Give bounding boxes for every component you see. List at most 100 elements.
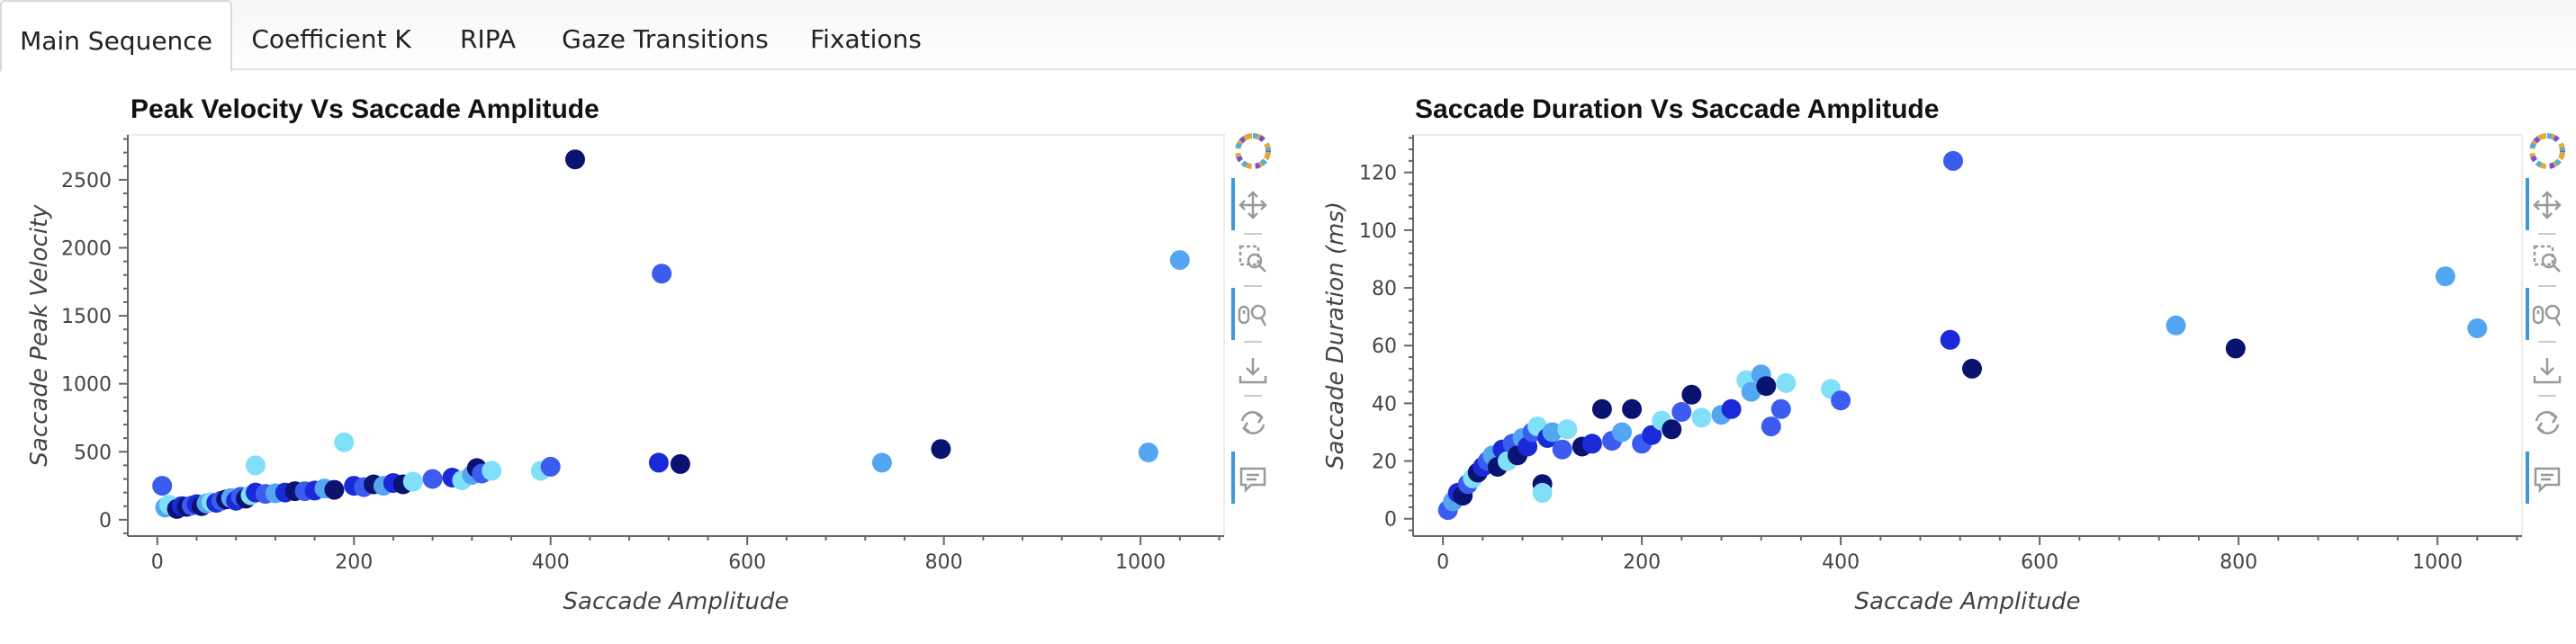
- scatter-point[interactable]: [1681, 384, 1702, 405]
- scatter-point[interactable]: [2435, 266, 2455, 287]
- scatter-point[interactable]: [1721, 398, 1742, 419]
- scatter-point[interactable]: [1943, 150, 1963, 171]
- hover-icon[interactable]: [2534, 467, 2561, 494]
- wheel-zoom-icon[interactable]: [2532, 304, 2562, 326]
- scatter-point[interactable]: [1532, 482, 1553, 503]
- scatter-point[interactable]: [652, 264, 672, 284]
- scatter-point[interactable]: [1741, 381, 1761, 402]
- scatter-point[interactable]: [670, 453, 690, 474]
- scatter-point[interactable]: [2467, 318, 2488, 338]
- bokeh-logo-icon[interactable]: [1235, 133, 1271, 169]
- x-tick-label: 1000: [1115, 551, 1166, 574]
- tab-gaze-transitions[interactable]: Gaze Transitions: [562, 24, 769, 54]
- toolbar-active-indicator: [2526, 288, 2529, 340]
- scatter-point[interactable]: [1557, 419, 1578, 440]
- chart-title: Saccade Duration Vs Saccade Amplitude: [1415, 94, 1939, 124]
- y-tick-label: 60: [1372, 335, 1397, 358]
- scatter-point[interactable]: [1962, 358, 1982, 379]
- scatter-point[interactable]: [402, 471, 423, 492]
- peak-velocity-chart[interactable]: Peak Velocity Vs Saccade Amplitude Sacca…: [26, 94, 1225, 615]
- x-tick-label: 1000: [2412, 551, 2463, 574]
- toolbar-active-indicator: [1231, 288, 1235, 340]
- scatter-points: [1437, 150, 2488, 521]
- save-icon[interactable]: [2533, 358, 2562, 384]
- y-tick-label: 100: [1359, 220, 1397, 243]
- scatter-point[interactable]: [152, 476, 173, 496]
- plot-area[interactable]: [127, 134, 1225, 537]
- box-zoom-icon[interactable]: [2533, 245, 2561, 273]
- x-tick-label: 400: [532, 551, 570, 574]
- reset-icon[interactable]: [2535, 411, 2560, 434]
- scatter-point[interactable]: [1940, 329, 1960, 350]
- hover-icon[interactable]: [1239, 467, 1266, 494]
- x-tick-label: 0: [1437, 551, 1449, 574]
- pan-icon[interactable]: [1238, 191, 1267, 219]
- scatter-point[interactable]: [1761, 416, 1781, 437]
- toolbar-active-indicator: [1231, 452, 1235, 504]
- toolbar-active-indicator: [2526, 452, 2529, 504]
- pan-icon[interactable]: [2533, 191, 2562, 219]
- scatter-point[interactable]: [1169, 250, 1190, 271]
- x-axis-label: Saccade Amplitude: [1855, 588, 2081, 615]
- y-tick-label: 2000: [61, 237, 112, 260]
- tab-ripa[interactable]: RIPA: [460, 24, 516, 54]
- scatter-point[interactable]: [1831, 390, 1851, 411]
- x-tick-label: 600: [2021, 551, 2058, 574]
- scatter-point[interactable]: [324, 479, 345, 500]
- scatter-point[interactable]: [1591, 398, 1612, 419]
- scatter-point[interactable]: [648, 452, 669, 473]
- chart-title: Peak Velocity Vs Saccade Amplitude: [131, 94, 599, 124]
- bokeh-logo-icon[interactable]: [2529, 133, 2565, 169]
- y-tick-label: 20: [1372, 452, 1397, 474]
- scatter-point[interactable]: [246, 455, 266, 476]
- box-zoom-icon[interactable]: [1238, 245, 1266, 273]
- scatter-point[interactable]: [1138, 443, 1158, 462]
- scatter-point[interactable]: [1622, 398, 1643, 419]
- x-tick-label: 200: [335, 551, 373, 574]
- chart-toolbar: [1231, 133, 1271, 504]
- scatter-point[interactable]: [1671, 402, 1692, 422]
- scatter-point[interactable]: [482, 461, 502, 481]
- scatter-point[interactable]: [931, 439, 951, 460]
- wheel-zoom-icon[interactable]: [1238, 304, 1267, 326]
- scatter-point[interactable]: [1552, 439, 1572, 460]
- scatter-point[interactable]: [871, 452, 892, 473]
- scatter-point[interactable]: [1662, 419, 1682, 440]
- x-tick-label: 800: [925, 551, 963, 574]
- y-tick-label: 1000: [61, 374, 112, 397]
- scatter-point[interactable]: [1756, 376, 1777, 397]
- scatter-point[interactable]: [2166, 315, 2186, 335]
- reset-icon[interactable]: [1240, 411, 1265, 434]
- scatter-point[interactable]: [334, 432, 355, 452]
- scatter-point[interactable]: [1542, 422, 1563, 443]
- save-icon[interactable]: [1238, 358, 1267, 384]
- tab-fixations[interactable]: Fixations: [810, 24, 922, 54]
- x-axis-label: Saccade Amplitude: [563, 588, 789, 615]
- tab-bar: Main Sequence Coefficient K RIPA Gaze Tr…: [0, 0, 2576, 72]
- tab-coefficient-k[interactable]: Coefficient K: [251, 24, 411, 54]
- y-tick-label: 1500: [61, 306, 112, 328]
- tab-main-sequence[interactable]: Main Sequence: [0, 0, 232, 72]
- scatter-point[interactable]: [565, 149, 585, 170]
- y-tick-label: 80: [1372, 278, 1397, 300]
- y-tick-label: 500: [74, 442, 112, 464]
- saccade-duration-chart[interactable]: Saccade Duration Vs Saccade Amplitude Sa…: [1322, 94, 2523, 615]
- scatter-point[interactable]: [422, 469, 443, 489]
- plot-area[interactable]: [1412, 134, 2523, 537]
- y-tick-label: 0: [99, 510, 112, 532]
- scatter-point[interactable]: [1770, 398, 1791, 419]
- y-axis-label: Saccade Peak Velocity: [26, 204, 53, 467]
- toolbar-active-indicator: [1231, 178, 1235, 230]
- scatter-point[interactable]: [1691, 407, 1712, 428]
- scatter-point[interactable]: [1642, 425, 1662, 445]
- y-tick-label: 40: [1372, 393, 1397, 416]
- x-tick-label: 400: [1822, 551, 1860, 574]
- chart-toolbar: [2526, 133, 2565, 504]
- scatter-point[interactable]: [2225, 338, 2246, 359]
- y-tick-label: 2500: [61, 170, 112, 192]
- scatter-point[interactable]: [1776, 372, 1797, 393]
- x-tick-label: 800: [2220, 551, 2257, 574]
- scatter-point[interactable]: [1612, 422, 1632, 443]
- scatter-point[interactable]: [1581, 434, 1602, 454]
- scatter-point[interactable]: [540, 456, 561, 477]
